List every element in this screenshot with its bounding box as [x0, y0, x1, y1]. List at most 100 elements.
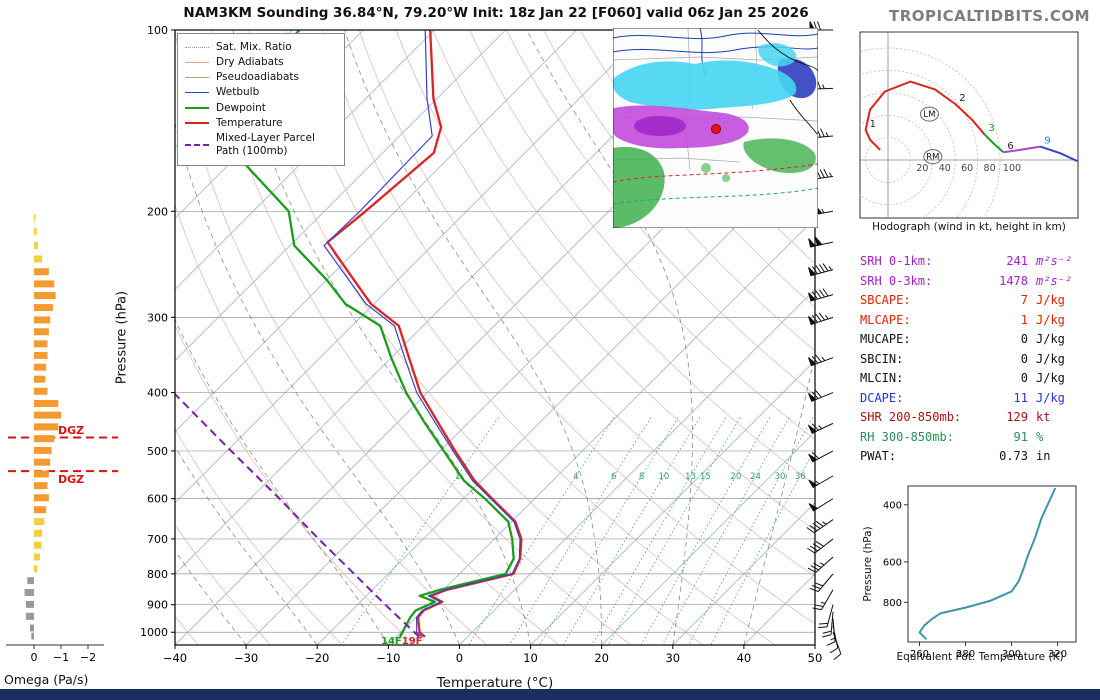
svg-text:−10: −10	[376, 651, 400, 665]
stat-unit: J/kg	[1036, 351, 1065, 366]
temperature-axis-label: Temperature (°C)	[436, 675, 554, 691]
stat-label: SBCAPE:	[860, 293, 911, 307]
hodograph-trace-0-3km	[864, 80, 986, 151]
stat-value: 0	[1020, 332, 1028, 346]
station-dot	[711, 124, 721, 134]
stat-label: DCAPE:	[860, 390, 904, 405]
stat-label: SHR 200-850mb:	[860, 410, 962, 424]
stat-unit: m²s⁻²	[1036, 273, 1073, 288]
svg-text:1: 1	[455, 472, 460, 482]
svg-text:600: 600	[147, 493, 168, 506]
stat-unit: J/kg	[1036, 390, 1065, 405]
svg-text:1000: 1000	[140, 626, 168, 639]
stat-label: MLCIN:	[860, 371, 904, 385]
omega-bars	[24, 214, 61, 640]
svg-text:8: 8	[639, 472, 644, 482]
legend-line-sample	[185, 77, 209, 79]
theta-e-line	[918, 487, 1057, 641]
legend-label: Dewpoint	[216, 101, 266, 114]
wind-barb	[808, 354, 834, 367]
dgz-lower-label: DGZ	[58, 473, 85, 486]
wind-barb	[808, 450, 834, 463]
map-inset	[613, 28, 818, 228]
mixing-ratio-lines	[341, 417, 815, 645]
stat-unit: J/kg	[1036, 293, 1065, 307]
map-teal-contour	[613, 187, 818, 205]
stat-label: RH 300-850mb:	[860, 429, 954, 444]
theta-e-x-label: Equivalent Pot. Temperature (K)	[896, 651, 1064, 663]
svg-text:13: 13	[685, 472, 696, 482]
svg-text:20: 20	[594, 651, 609, 665]
pressure-gridlines	[175, 30, 815, 633]
storm-motion-circle	[923, 149, 943, 165]
svg-text:400: 400	[883, 500, 902, 511]
legend-item: Dewpoint	[185, 102, 337, 115]
svg-text:20: 20	[916, 163, 928, 174]
svg-text:0: 0	[456, 651, 463, 665]
svg-text:320: 320	[1048, 649, 1067, 660]
svg-text:20: 20	[730, 472, 741, 482]
legend-label: Mixed-Layer Parcel Path (100mb)	[216, 131, 315, 157]
storm-motion-label: RM	[926, 153, 939, 163]
site-watermark: TROPICALTIDBITS.COM	[889, 7, 1090, 25]
wind-barb	[809, 573, 834, 592]
svg-text:700: 700	[147, 533, 168, 546]
map-rain-shading	[613, 138, 816, 228]
svg-text:10: 10	[523, 651, 538, 665]
sounding-indices-panel: SRH 0-1km: 241 m²s⁻² SRH 0-3km: 1478 m²s⁻² SBC…	[860, 252, 1092, 467]
legend-line-sample	[185, 122, 209, 125]
omega-axis: 0 −1 −2	[6, 644, 104, 664]
svg-text:280: 280	[956, 649, 975, 660]
legend-item: Mixed-Layer Parcel Path (100mb)	[185, 132, 337, 158]
stat-row: PWAT: 0.73 in	[860, 447, 1092, 467]
skewt-legend: Sat. Mix. Ratio Dry Adiabats Pseudoadiabat…	[177, 33, 345, 166]
hodograph-km-marker: 6	[1007, 141, 1013, 152]
stat-value: 7	[1020, 293, 1028, 307]
stat-label: SRH 0-1km:	[860, 254, 933, 268]
svg-text:36: 36	[795, 472, 806, 482]
hodograph-km-marker: 1	[870, 119, 876, 130]
legend-line-sample	[185, 62, 209, 64]
mixing-ratio-labels: 1 4 6 8 10 13 15 20 24 30 36	[455, 472, 806, 482]
stat-row: SBCAPE: 7 J/kg	[860, 291, 1092, 311]
hodograph-trace-9km+	[1039, 145, 1078, 163]
dgz-upper-label: DGZ	[58, 424, 85, 437]
wind-barb	[808, 498, 834, 512]
wind-barb	[812, 589, 834, 611]
svg-text:−40: −40	[163, 651, 187, 665]
dewpoint-line	[217, 30, 515, 638]
surface-temp-f: 19F	[401, 636, 423, 647]
svg-text:200: 200	[147, 205, 168, 218]
hodograph-panel: 20 40 60 80 100 1 2 3 6 9 LM RM	[859, 31, 1079, 219]
storm-motion-circle	[919, 106, 939, 122]
stat-unit: in	[1036, 449, 1051, 463]
stat-row: SRH 0-3km: 1478 m²s⁻²	[860, 272, 1092, 292]
stat-unit: kt	[1036, 410, 1051, 424]
omega-axis-label: Omega (Pa/s)	[4, 672, 89, 687]
mixed-layer-parcel-path-100mb--line	[175, 392, 420, 638]
stat-unit: J/kg	[1036, 312, 1065, 327]
svg-text:−20: −20	[305, 651, 329, 665]
stat-value: 91	[1013, 429, 1028, 444]
hodograph-trace-6-9km	[1003, 145, 1041, 154]
stat-row: MLCIN: 0 J/kg	[860, 369, 1092, 389]
svg-text:4: 4	[573, 472, 578, 482]
wind-barb	[808, 475, 834, 489]
stat-value: 1478	[999, 273, 1028, 288]
svg-text:10: 10	[658, 472, 669, 482]
svg-text:−2: −2	[80, 651, 96, 664]
wetbulb-line	[323, 30, 521, 638]
svg-text:6: 6	[611, 472, 616, 482]
map-red-contour	[613, 163, 818, 183]
svg-text:100: 100	[1003, 163, 1021, 174]
theta-e-y-label: Pressure (hPa)	[862, 526, 874, 602]
stat-row: MLCAPE: 1 J/kg	[860, 311, 1092, 331]
map-snow-shading	[613, 43, 797, 110]
svg-text:0: 0	[31, 651, 38, 664]
wind-barb	[818, 604, 834, 629]
wind-barb	[808, 288, 834, 302]
stat-label: MLCAPE:	[860, 312, 911, 327]
stat-value: 129	[1006, 410, 1028, 424]
legend-line-sample	[185, 107, 209, 110]
